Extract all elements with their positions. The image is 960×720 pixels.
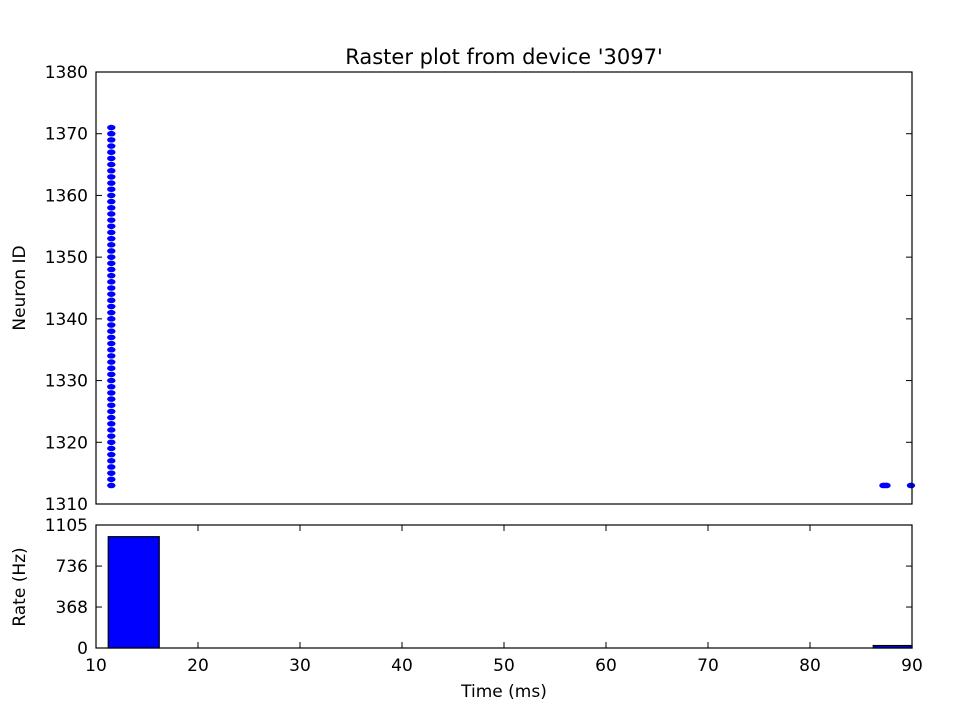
spike-point (107, 124, 116, 131)
spike-point (107, 186, 116, 193)
spike-point (107, 433, 116, 439)
spike-point (107, 377, 116, 384)
rate-x-axis-label: Time (ms) (460, 682, 547, 702)
spike-point (882, 482, 891, 489)
spike-point (107, 445, 116, 452)
rate-x-axis: 10 20 30 40 50 60 70 80 90 (85, 525, 923, 676)
spike-point (107, 217, 116, 223)
spike-point (107, 371, 116, 378)
rate-x-tick-label: 60 (595, 656, 617, 676)
spike-point (107, 414, 116, 421)
spike-point (107, 229, 116, 236)
rate-x-tick-label: 80 (799, 656, 821, 676)
spike-point (107, 248, 116, 254)
rate-x-tick-label: 40 (391, 656, 413, 676)
spike-point (107, 180, 116, 186)
rate-y-tick-label: 1105 (45, 516, 88, 536)
spike-point (107, 451, 116, 458)
spike-point (107, 439, 116, 446)
spike-point (107, 174, 116, 180)
spike-point (107, 322, 116, 328)
spike-point (107, 340, 116, 347)
rate-y-tick-label: 736 (56, 557, 88, 577)
spike-point (107, 365, 116, 372)
raster-y-tick-label: 1350 (45, 248, 88, 268)
spike-point (107, 470, 116, 476)
raster-y-tick-label: 1360 (45, 186, 88, 206)
raster-y-tick-label: 1330 (45, 372, 88, 392)
spike-point (107, 316, 116, 322)
spike-point (107, 427, 116, 433)
spike-point (107, 402, 116, 409)
spike-point (107, 260, 116, 267)
spike-point (107, 242, 116, 248)
raster-title: Raster plot from device '3097' (345, 45, 663, 69)
spike-point (107, 161, 116, 168)
spike-point (107, 198, 116, 205)
rate-x-tick-label: 70 (697, 656, 719, 676)
rate-y-axis-label: Rate (Hz) (10, 547, 30, 626)
spike-point (906, 482, 916, 489)
spike-point (107, 204, 116, 211)
raster-y-tick-label: 1340 (45, 310, 88, 330)
spike-point (107, 408, 116, 415)
spike-point (107, 328, 116, 335)
raster-y-tick-label: 1320 (45, 433, 88, 453)
rate-x-tick-label: 50 (493, 656, 515, 676)
rate-x-tick-label: 30 (289, 656, 311, 676)
raster-y-tick-label: 1310 (45, 495, 88, 515)
spike-point (107, 279, 116, 285)
rate-y-tick-label: 0 (77, 639, 88, 659)
raster-plot-frame (95, 71, 913, 505)
raster-points (107, 124, 916, 489)
spike-point (107, 420, 116, 427)
spike-point (107, 130, 116, 137)
spike-point (107, 303, 116, 310)
raster-y-axis-label: Neuron ID (10, 245, 30, 330)
rate-x-tick-label: 20 (187, 656, 209, 676)
spike-point (107, 291, 116, 297)
raster-y-tick-label: 1370 (45, 125, 88, 145)
spike-point (107, 155, 116, 162)
rate-x-tick-label: 10 (85, 656, 107, 676)
spike-point (107, 149, 116, 156)
spike-point (107, 235, 116, 242)
spike-point (107, 359, 116, 365)
spike-point (107, 464, 116, 470)
spike-point (107, 476, 116, 483)
spike-point (107, 390, 116, 396)
spike-point (107, 167, 116, 174)
spike-point (107, 211, 116, 217)
spike-point (107, 272, 116, 279)
spike-point (107, 192, 116, 199)
spike-point (107, 334, 116, 341)
spike-point (107, 353, 116, 359)
raster-y-tick-label: 1380 (45, 63, 88, 83)
rate-y-tick-label: 368 (56, 598, 88, 618)
rate-x-tick-label: 90 (901, 656, 923, 676)
spike-point (107, 223, 116, 230)
spike-point (107, 482, 116, 489)
spike-point (107, 143, 116, 149)
spike-point (107, 346, 116, 353)
rate-y-axis: 0 368 736 1105 (45, 516, 912, 659)
spike-point (107, 254, 116, 260)
raster-y-axis: 1310 1320 1330 1340 1350 1360 1370 1380 (45, 63, 912, 515)
spike-point (107, 266, 116, 273)
rate-bar (107, 536, 160, 649)
spike-point (107, 137, 116, 143)
spike-point (107, 285, 116, 291)
spike-point (107, 309, 116, 316)
spike-point (107, 396, 116, 402)
spike-point (107, 297, 116, 304)
spike-point (107, 383, 116, 390)
spike-point (107, 458, 116, 464)
